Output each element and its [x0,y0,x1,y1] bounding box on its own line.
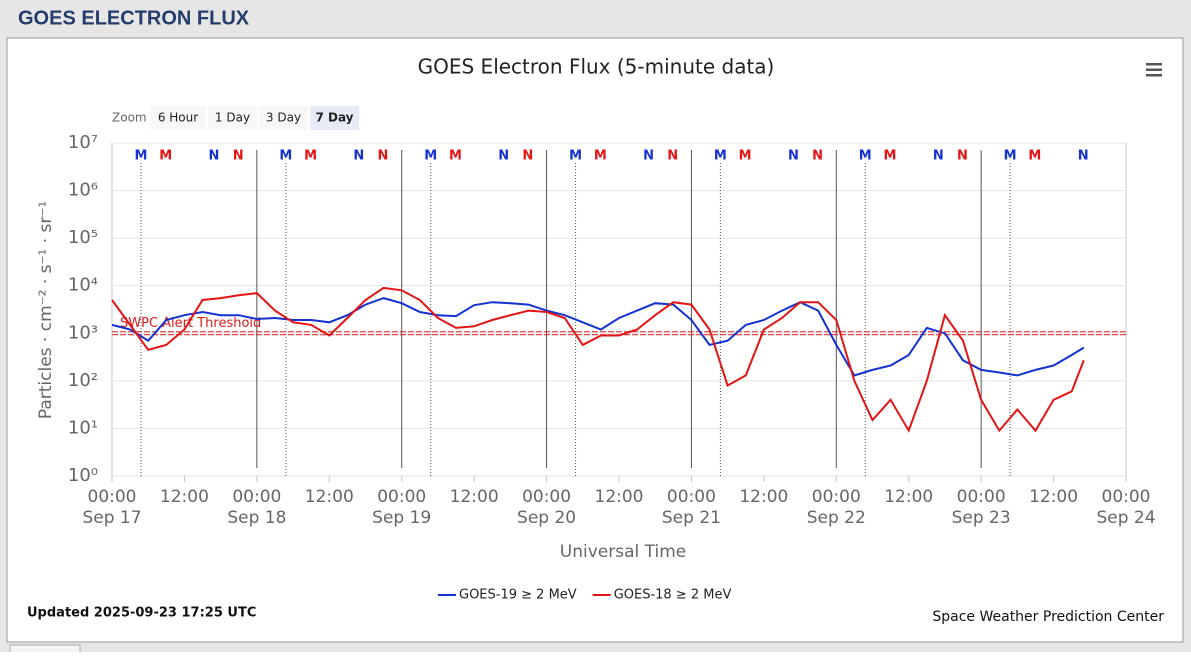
x-axis-title: Universal Time [560,542,686,562]
day-label: Sep 17 [82,508,141,528]
x-tick-label: 12:00 [1029,487,1078,507]
y-tick-label: 10¹ [68,417,98,438]
x-tick-label: 12:00 [305,487,354,507]
marker-label: M [884,149,897,164]
x-tick-label: 00:00 [957,487,1006,507]
marker-label: N [643,149,654,164]
marker-label: N [209,149,220,164]
menu-bar [1146,74,1162,77]
y-tick-label: 10⁰ [68,465,98,486]
marker-label: M [159,149,172,164]
series-line [111,286,1085,433]
marker-label: N [812,149,823,164]
zoom-button[interactable]: 1 Day [208,106,257,130]
marker-label: M [714,149,727,164]
marker-label: M [594,149,607,164]
zoom-button-label: 1 Day [215,111,250,125]
x-tick-label: 12:00 [595,487,644,507]
series-line [111,297,1085,377]
chart-panel [6,37,1184,643]
zoom-button-bg [150,106,206,130]
y-tick-label: 10⁷ [68,132,98,153]
zoom-button-bg [310,106,359,130]
marker-label: M [135,149,148,164]
marker-label: M [859,149,872,164]
marker-label: N [498,149,509,164]
y-tick-label: 10² [68,370,98,391]
marker-label: M [739,149,752,164]
menu-bar [1146,63,1162,66]
tab[interactable] [9,644,81,656]
y-axis-title: Particles · cm⁻² · s⁻¹ · sr⁻¹ [36,201,56,419]
day-label: Sep 21 [662,508,721,528]
x-tick-label: 00:00 [377,487,426,507]
updated-note: Updated 2025-09-23 17:25 UTC [27,606,256,621]
zoom-button-bg [259,106,308,130]
marker-label: N [522,149,533,164]
marker-label: N [667,149,678,164]
credit: Space Weather Prediction Center [932,609,1164,625]
marker-label: N [957,149,968,164]
zoom-button[interactable]: 6 Hour [150,106,206,130]
header-title: GOES ELECTRON FLUX [18,7,250,29]
day-label: Sep 22 [807,508,866,528]
marker-label: N [233,149,244,164]
day-label: Sep 20 [517,508,576,528]
day-label: Sep 18 [227,508,286,528]
chart-title: GOES Electron Flux (5-minute data) [418,55,775,79]
marker-label: N [788,149,799,164]
day-label: Sep 23 [952,508,1011,528]
x-tick-label: 00:00 [88,487,137,507]
marker-label: N [378,149,389,164]
marker-label: M [449,149,462,164]
x-tick-label: 12:00 [450,487,499,507]
marker-label: M [1028,149,1041,164]
legend-label: GOES-18 ≥ 2 MeV [614,588,732,603]
marker-label: N [353,149,364,164]
day-label: Sep 24 [1096,508,1155,528]
x-tick-label: 12:00 [739,487,788,507]
marker-label: M [424,149,437,164]
x-tick-label: 12:00 [884,487,933,507]
zoom-button[interactable]: 7 Day [310,106,359,130]
day-label: Sep 19 [372,508,431,528]
x-tick-label: 00:00 [232,487,281,507]
legend-item[interactable]: GOES-19 ≥ 2 MeV [438,588,577,603]
zoom-button-label: 7 Day [315,111,353,125]
y-tick-label: 10⁶ [68,180,98,201]
marker-label: N [1078,149,1089,164]
x-tick-label: 00:00 [522,487,571,507]
marker-label: M [1004,149,1017,164]
zoom-label: Zoom [112,111,147,125]
x-tick-label: 12:00 [160,487,209,507]
zoom-button-label: 3 Day [266,111,301,125]
threshold-label: SWPC Alert Threshold [120,316,261,331]
menu-bar [1146,68,1162,71]
legend-item[interactable]: GOES-18 ≥ 2 MeV [592,588,732,603]
zoom-button[interactable]: 3 Day [259,106,308,130]
marker-label: M [304,149,317,164]
marker-label: M [569,149,582,164]
y-tick-label: 10³ [68,322,98,343]
menu-button[interactable] [1146,63,1162,77]
marker-label: M [279,149,292,164]
legend-label: GOES-19 ≥ 2 MeV [459,588,577,603]
zoom-button-bg [208,106,257,130]
y-tick-label: 10⁴ [68,275,98,296]
zoom-button-label: 6 Hour [158,111,198,125]
x-tick-label: 00:00 [1102,487,1151,507]
x-tick-label: 00:00 [667,487,716,507]
marker-label: N [933,149,944,164]
y-tick-label: 10⁵ [68,227,98,248]
x-tick-label: 00:00 [812,487,861,507]
